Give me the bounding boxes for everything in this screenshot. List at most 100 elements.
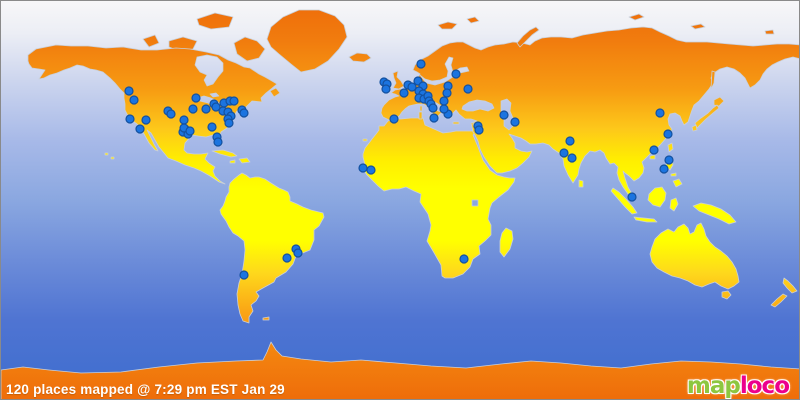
place-marker bbox=[191, 93, 201, 103]
place-marker bbox=[239, 108, 249, 118]
place-marker bbox=[451, 69, 461, 79]
place-marker bbox=[366, 165, 376, 175]
place-marker bbox=[559, 148, 569, 158]
landmass-falklands bbox=[262, 316, 270, 321]
maploco-logo[interactable]: maploco bbox=[686, 373, 790, 399]
place-marker bbox=[664, 155, 674, 165]
landmass-baffin bbox=[233, 36, 266, 62]
landmass-sakhalin bbox=[710, 70, 716, 90]
landmass-mindanao bbox=[672, 178, 683, 188]
logo-text-loco: loco bbox=[739, 373, 790, 399]
lake-black-sea bbox=[461, 99, 495, 112]
place-marker bbox=[229, 96, 239, 106]
landmass-greenland bbox=[266, 9, 348, 73]
place-marker bbox=[166, 109, 176, 119]
place-marker bbox=[459, 254, 469, 264]
place-marker bbox=[567, 153, 577, 163]
place-marker bbox=[663, 129, 673, 139]
landmass-sulawesi bbox=[669, 197, 679, 212]
landmass-canary-islands bbox=[362, 138, 368, 142]
landmass-new-zealand-north bbox=[782, 277, 798, 294]
place-marker bbox=[224, 118, 234, 128]
place-marker bbox=[211, 102, 221, 112]
place-marker bbox=[463, 84, 473, 94]
landmass-hawaii bbox=[104, 152, 115, 160]
landmass-cuba bbox=[211, 149, 238, 158]
place-marker bbox=[213, 137, 223, 147]
landmass-ellesmere bbox=[196, 12, 234, 30]
landmass-newfoundland bbox=[269, 87, 281, 98]
place-marker bbox=[135, 124, 145, 134]
place-marker bbox=[565, 136, 575, 146]
place-marker bbox=[510, 117, 520, 127]
landmass-kyushu bbox=[691, 124, 698, 132]
landmass-hispaniola bbox=[238, 157, 251, 164]
landmass-great-britain bbox=[392, 70, 405, 90]
landmass-taiwan bbox=[667, 142, 674, 153]
landmass-wrangel bbox=[764, 29, 775, 35]
landmass-australia bbox=[649, 222, 740, 290]
place-marker bbox=[282, 253, 292, 263]
place-marker bbox=[201, 104, 211, 114]
landmass-victoria-island bbox=[168, 36, 198, 52]
landmass-banks-island bbox=[142, 34, 160, 48]
place-marker bbox=[627, 192, 637, 202]
place-marker bbox=[474, 125, 484, 135]
landmass-hokkaido bbox=[713, 96, 725, 107]
landmass-jamaica bbox=[229, 159, 236, 164]
place-marker bbox=[399, 88, 409, 98]
place-marker bbox=[207, 122, 217, 132]
landmass-sardinia bbox=[418, 111, 423, 120]
landmass-borneo bbox=[647, 186, 667, 208]
place-marker bbox=[389, 114, 399, 124]
landmass-hainan bbox=[649, 154, 656, 160]
landmass-franz-josef bbox=[466, 16, 480, 24]
place-marker bbox=[499, 110, 509, 120]
place-marker bbox=[439, 96, 449, 106]
landmass-java bbox=[633, 216, 658, 223]
place-marker bbox=[416, 59, 426, 69]
place-marker bbox=[239, 270, 249, 280]
place-marker bbox=[439, 104, 449, 114]
place-marker bbox=[293, 248, 303, 258]
place-marker bbox=[125, 114, 135, 124]
landmass-new-guinea bbox=[692, 202, 737, 225]
lake-hudson-bay bbox=[194, 54, 224, 87]
place-marker bbox=[442, 88, 452, 98]
landmass-corsica bbox=[419, 105, 423, 112]
landmass-novaya-zemlya bbox=[516, 26, 540, 48]
landmass-new-siberian-islands bbox=[690, 23, 706, 30]
landmass-sumatra bbox=[610, 187, 638, 215]
logo-text-map: map bbox=[686, 373, 741, 399]
landmass-severnaya-zemlya bbox=[628, 13, 645, 21]
place-marker bbox=[407, 82, 417, 92]
landmass-svalbard bbox=[437, 21, 458, 30]
landmass-iceland bbox=[348, 52, 372, 63]
place-marker bbox=[179, 115, 189, 125]
place-marker bbox=[141, 115, 151, 125]
landmass-south-america bbox=[219, 172, 325, 324]
landmass-tasmania bbox=[721, 290, 732, 300]
landmass-antarctica bbox=[1, 341, 799, 399]
place-marker bbox=[358, 163, 368, 173]
place-marker bbox=[659, 164, 669, 174]
place-marker bbox=[429, 113, 439, 123]
place-marker bbox=[185, 126, 195, 136]
place-marker bbox=[649, 145, 659, 155]
landmass-new-zealand-south bbox=[770, 293, 788, 308]
place-markers bbox=[124, 59, 674, 280]
place-marker bbox=[188, 104, 198, 114]
status-text: 120 places mapped @ 7:29 pm EST Jan 29 bbox=[6, 382, 285, 397]
place-marker bbox=[381, 84, 391, 94]
lake-victoria bbox=[471, 199, 479, 207]
landmass-honshu bbox=[694, 104, 720, 129]
landmass-crete bbox=[452, 121, 460, 125]
landmass-madagascar bbox=[499, 227, 514, 258]
landmass-sri-lanka bbox=[578, 179, 584, 188]
landmass-visayas bbox=[670, 172, 677, 177]
place-marker bbox=[129, 95, 139, 105]
place-marker bbox=[428, 103, 438, 113]
place-marker bbox=[655, 108, 665, 118]
